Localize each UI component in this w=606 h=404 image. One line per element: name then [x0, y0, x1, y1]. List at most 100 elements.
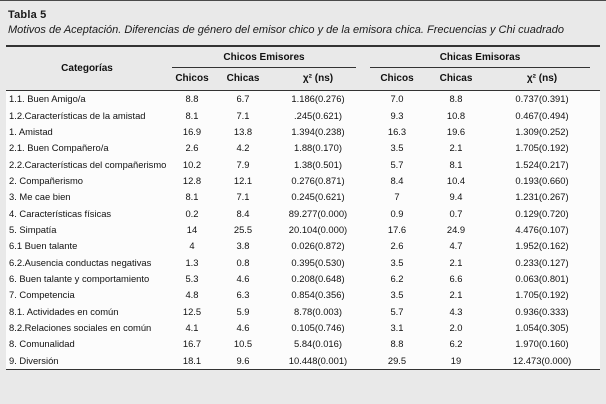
value-cell: 12.1 [233, 175, 253, 187]
category-cell: 2.2.Características del compañerismo [9, 158, 167, 170]
group-header-row: Categorías Chicos Emisores Chicas Emisor… [6, 46, 600, 92]
value-cell: 0.9 [390, 207, 404, 219]
value-cell: 8.8 [185, 93, 199, 105]
value-cell: 0.129(0.720) [515, 207, 569, 219]
value-cell: 1.524(0.217) [515, 158, 569, 170]
table-row: 8.1. Actividades en común 12.5 5.9 8.78(0.0… [6, 304, 600, 320]
value-cell: 8.8 [390, 338, 404, 350]
category-cell: 6.1 Buen talante [9, 240, 78, 252]
value-cell: 4.6 [236, 273, 250, 285]
category-cell: 1.2.Características de la amistad [9, 109, 146, 121]
value-cell: 8.1 [185, 191, 199, 203]
value-cell: 17.6 [387, 224, 407, 236]
value-cell: 8.1 [185, 109, 199, 121]
value-cell: 8.4 [236, 207, 250, 219]
category-cell: 5. Simpatía [9, 224, 57, 236]
value-cell: 3.8 [236, 240, 250, 252]
value-cell: 0.737(0.391) [515, 93, 569, 105]
value-cell: 4.8 [185, 289, 199, 301]
value-cell: 5.3 [185, 273, 199, 285]
value-cell: 2.1 [449, 142, 463, 154]
value-cell: 19.6 [446, 125, 466, 137]
group-header-cell: Chicas Emisoras [366, 46, 600, 69]
value-cell: 16.3 [387, 125, 407, 137]
category-cell: 7. Competencia [9, 289, 75, 301]
table-row: 6.2.Ausencia conductas negativas 1.3 0.8 0.… [6, 255, 600, 271]
table-head: Categorías Chicos Emisores Chicas Emisor… [6, 46, 601, 92]
column-header-chi-1: χ² (ns) [270, 68, 366, 92]
table-row: 6.1 Buen talante 4 3.8 0.026(0.872) 2.6 4.7 1.… [6, 238, 600, 254]
value-cell: 0.7 [449, 207, 463, 219]
value-cell: 5.7 [390, 305, 404, 317]
table-row: 8. Comunalidad 16.7 10.5 5.84(0.016) 8.8 6.2 1… [6, 336, 600, 352]
table-row: 8.2.Relaciones sociales en común 4.1 4.6 0.… [6, 320, 600, 336]
value-cell: 5.7 [390, 158, 404, 170]
value-cell: 13.8 [233, 125, 253, 137]
value-cell: 12.473(0.000) [484, 352, 601, 371]
column-header-row: Chicos Chicas χ² (ns) Chicos Chicas χ² (… [6, 68, 601, 92]
category-cell: 6.2.Ausencia conductas negativas [9, 256, 152, 268]
column-header-chicos-2: Chicos [366, 68, 428, 92]
value-cell: 18.1 [168, 352, 216, 371]
value-cell: 12.5 [182, 305, 202, 317]
value-cell: 8.8 [449, 93, 463, 105]
table-row: 9. Diversión 18.1 9.6 10.448(0.001) 29.5 19 12… [6, 352, 601, 371]
value-cell: 19 [428, 352, 484, 371]
value-cell: 1.054(0.305) [515, 322, 569, 334]
value-cell: 24.9 [446, 224, 466, 236]
value-cell: 29.5 [366, 352, 428, 371]
value-cell: 4.6 [236, 322, 250, 334]
column-header-chicas-2: Chicas [428, 68, 484, 92]
value-cell: 2.1 [449, 256, 463, 268]
table-row: 2.1. Buen Compañero/a 2.6 4.2 1.88(0.170) 3.… [6, 140, 600, 156]
value-cell: 0.467(0.494) [515, 109, 569, 121]
value-cell: 0.193(0.660) [515, 175, 569, 187]
table-caption: Motivos de Aceptación. Diferencias de gé… [8, 24, 564, 36]
value-cell: 4.3 [449, 305, 463, 317]
value-cell: 0.936(0.333) [515, 305, 569, 317]
table-row: 6. Buen talante y comportamiento 5.3 4.6 0.… [6, 271, 600, 287]
table-row: 3. Me cae bien 8.1 7.1 0.245(0.621) 7 9.4 1.23… [6, 189, 600, 205]
value-cell: 25.5 [233, 224, 253, 236]
column-header-chicos-1: Chicos [168, 68, 216, 92]
value-cell: 1.970(0.160) [515, 338, 569, 350]
value-cell: 0.063(0.801) [515, 273, 569, 285]
value-cell: 16.7 [182, 338, 202, 350]
value-cell: 0.026(0.872) [291, 240, 345, 252]
value-cell: 4 [189, 240, 195, 252]
category-cell: 8. Comunalidad [9, 338, 75, 350]
value-cell: 7.1 [236, 191, 250, 203]
value-cell: 0.2 [185, 207, 199, 219]
value-cell: 9.6 [216, 352, 270, 371]
value-cell: 4.1 [185, 322, 199, 334]
value-cell: 9.3 [390, 109, 404, 121]
value-cell: 6.6 [449, 273, 463, 285]
category-cell: 1.1. Buen Amigo/a [9, 93, 86, 105]
category-cell: 2. Compañerismo [9, 175, 83, 187]
value-cell: 5.84(0.016) [294, 338, 342, 350]
value-cell: 0.233(0.127) [515, 256, 569, 268]
value-cell: 10.2 [182, 158, 202, 170]
value-cell: 3.5 [390, 256, 404, 268]
category-cell: 4. Características físicas [9, 207, 112, 219]
value-cell: .245(0.621) [294, 109, 342, 121]
value-cell: 2.6 [390, 240, 404, 252]
value-cell: 8.1 [449, 158, 463, 170]
category-cell: 8.1. Actividades en común [9, 305, 119, 317]
value-cell: 1.186(0.276) [291, 93, 345, 105]
value-cell: 10.8 [446, 109, 466, 121]
value-cell: 0.854(0.356) [291, 289, 345, 301]
value-cell: 1.705(0.192) [515, 142, 569, 154]
value-cell: 8.78(0.003) [294, 305, 342, 317]
table-row: 1.1. Buen Amigo/a 8.8 6.7 1.186(0.276) 7.0 8.… [6, 91, 600, 108]
value-cell: 9.4 [449, 191, 463, 203]
table-body: 1.1. Buen Amigo/a 8.8 6.7 1.186(0.276) 7.0 8.… [6, 90, 601, 371]
value-cell: 6.3 [236, 289, 250, 301]
value-cell: 2.6 [185, 142, 199, 154]
value-cell: 3.5 [390, 289, 404, 301]
value-cell: 12.8 [182, 175, 202, 187]
table-label: Tabla 5 [8, 9, 47, 21]
category-cell: 9. Diversión [6, 352, 168, 371]
column-header-chi-2: χ² (ns) [484, 68, 601, 92]
